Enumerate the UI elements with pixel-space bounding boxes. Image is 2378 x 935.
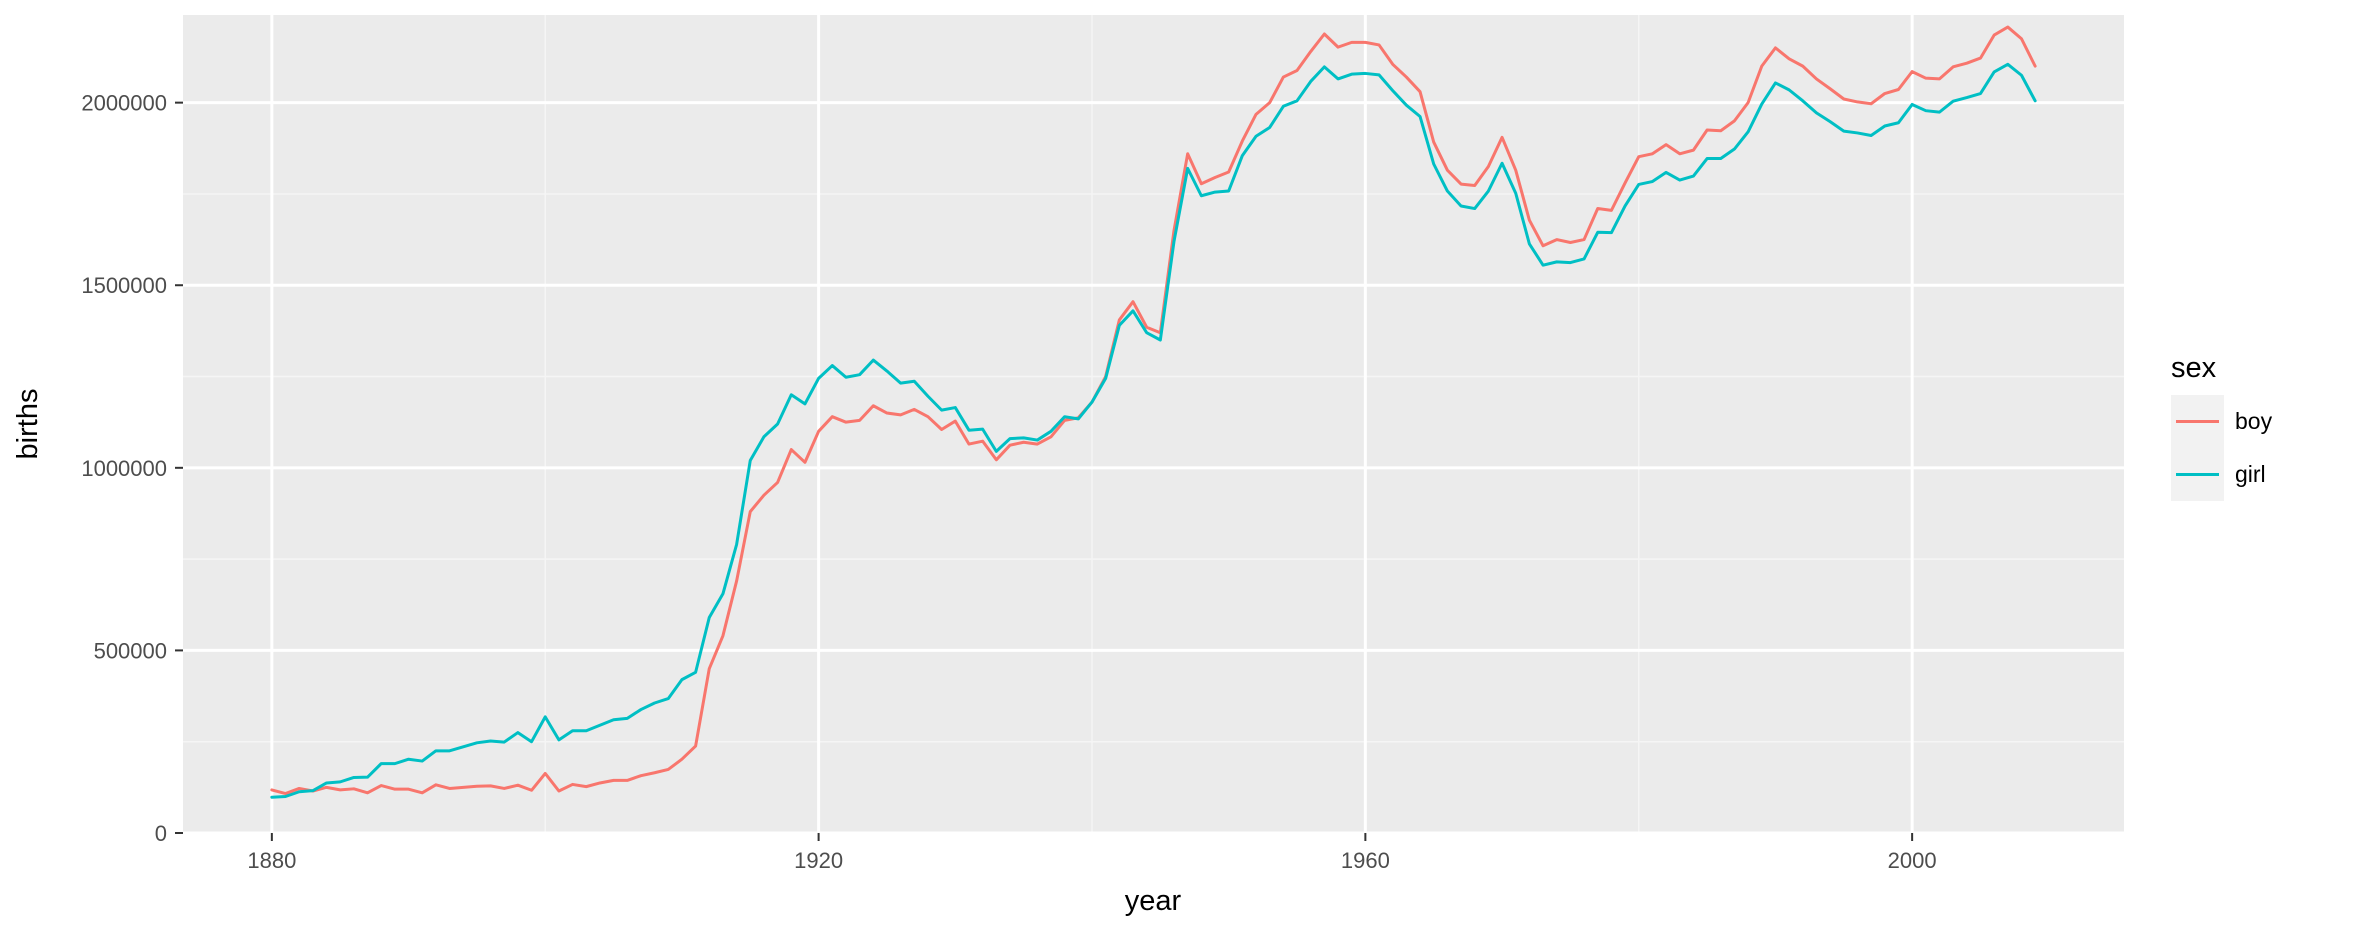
major-gridlines	[183, 15, 2124, 835]
panel-background	[183, 15, 2124, 833]
y-axis: 0 500000 1000000 1500000 2000000	[81, 91, 183, 846]
x-tick-label: 2000	[1888, 848, 1937, 873]
y-axis-title: births	[12, 389, 44, 460]
y-tick-label: 2000000	[81, 91, 167, 116]
legend-label-boy: boy	[2235, 408, 2273, 434]
y-tick-label: 500000	[94, 638, 167, 663]
x-tick-label: 1880	[247, 848, 296, 873]
legend: sex boy girl	[2171, 352, 2273, 501]
legend-label-girl: girl	[2235, 461, 2266, 487]
y-tick-label: 1000000	[81, 456, 167, 481]
x-axis-title: year	[1125, 885, 1182, 917]
legend-title: sex	[2171, 352, 2217, 384]
legend-items: boy girl	[2171, 395, 2273, 501]
y-tick-label: 1500000	[81, 273, 167, 298]
x-tick-label: 1920	[794, 848, 843, 873]
series-line-boy	[270, 25, 2037, 796]
x-tick-label: 1960	[1341, 848, 1390, 873]
series-lines	[270, 25, 2037, 799]
y-tick-label: 0	[155, 821, 167, 846]
x-axis: 1880 1920 1960 2000	[247, 833, 1937, 873]
series-line-girl	[270, 62, 2037, 799]
